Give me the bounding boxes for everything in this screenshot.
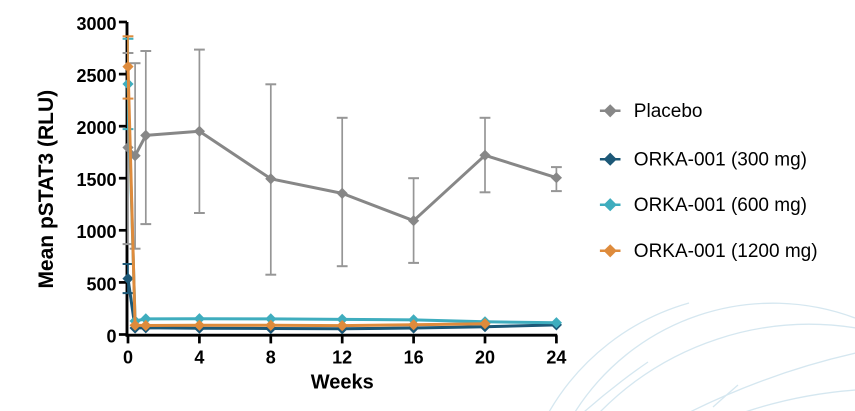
svg-text:16: 16 (404, 348, 424, 368)
svg-text:2500: 2500 (76, 66, 116, 86)
svg-text:Mean pSTAT3 (RLU): Mean pSTAT3 (RLU) (35, 90, 58, 289)
svg-text:3000: 3000 (76, 14, 116, 34)
svg-text:8: 8 (266, 348, 276, 368)
svg-text:1500: 1500 (76, 170, 116, 190)
svg-text:1000: 1000 (76, 222, 116, 242)
svg-text:Weeks: Weeks (311, 372, 374, 394)
svg-text:Placebo: Placebo (634, 101, 703, 122)
svg-text:ORKA-001 (600 mg): ORKA-001 (600 mg) (634, 195, 807, 216)
svg-text:12: 12 (332, 348, 352, 368)
svg-text:ORKA-001 (300 mg): ORKA-001 (300 mg) (634, 150, 807, 171)
svg-text:0: 0 (106, 326, 116, 346)
svg-text:2000: 2000 (76, 118, 116, 138)
svg-text:ORKA-001 (1200 mg): ORKA-001 (1200 mg) (634, 241, 818, 262)
svg-text:4: 4 (194, 348, 204, 368)
svg-text:20: 20 (475, 348, 495, 368)
svg-text:24: 24 (546, 348, 566, 368)
svg-text:0: 0 (123, 348, 133, 368)
svg-text:500: 500 (86, 274, 116, 294)
